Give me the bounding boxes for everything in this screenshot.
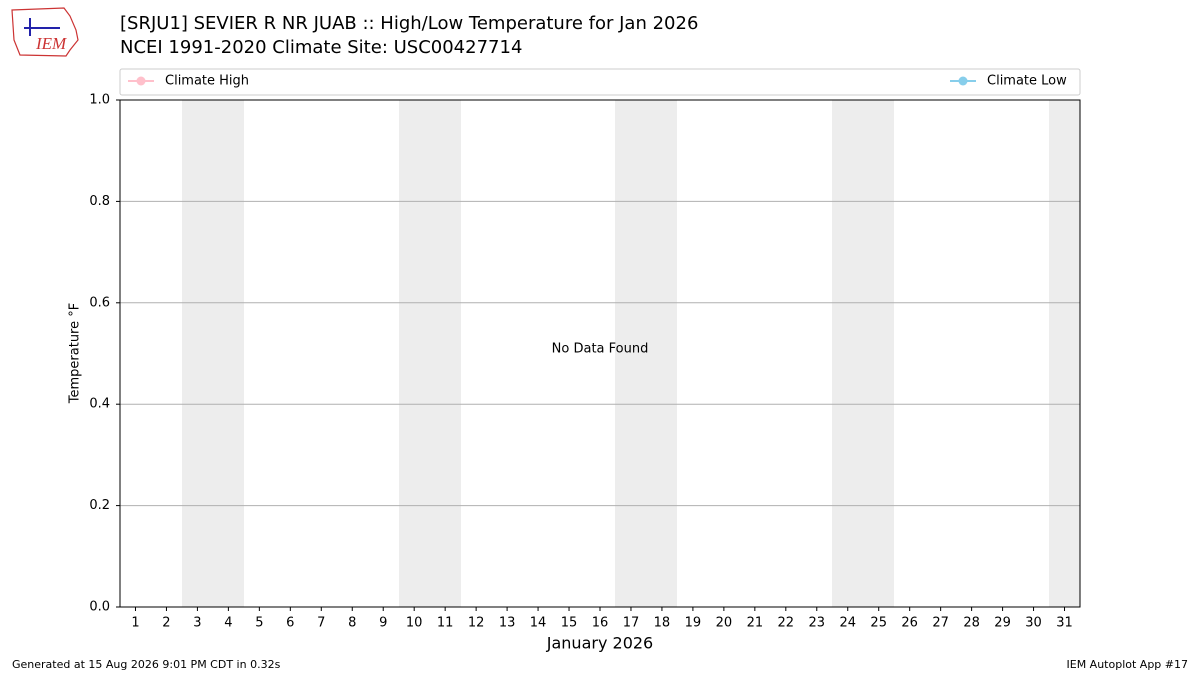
y-tick-label: 0.8 (89, 194, 110, 209)
x-tick-label: 2 (162, 616, 170, 631)
y-tick-label: 0.0 (89, 600, 110, 615)
x-tick-label: 13 (499, 616, 516, 631)
x-tick-label: 4 (224, 616, 232, 631)
x-tick-label: 30 (1025, 616, 1042, 631)
annotation: No Data Found (552, 342, 649, 357)
legend-marker (958, 76, 968, 86)
y-tick-label: 0.6 (89, 295, 110, 310)
x-tick-label: 12 (468, 616, 485, 631)
legend (119, 68, 1081, 96)
y-tick-label: 1.0 (89, 93, 110, 108)
x-tick-label: 28 (963, 616, 980, 631)
y-tick-label: 0.4 (89, 397, 110, 412)
x-tick-label: 5 (255, 616, 263, 631)
legend-marker (136, 76, 146, 86)
footer-right: IEM Autoplot App #17 (1067, 658, 1189, 671)
logo-text: IEM (35, 34, 67, 53)
x-tick-label: 6 (286, 616, 294, 631)
x-tick-label: 15 (561, 616, 578, 631)
x-tick-label: 25 (870, 616, 887, 631)
x-tick-label: 23 (809, 616, 826, 631)
chart-title: [SRJU1] SEVIER R NR JUAB :: High/Low Tem… (120, 13, 698, 34)
x-tick-label: 31 (1056, 616, 1073, 631)
x-tick-label: 19 (685, 616, 702, 631)
x-tick-label: 26 (901, 616, 918, 631)
x-tick-label: 21 (747, 616, 764, 631)
x-tick-label: 29 (994, 616, 1011, 631)
x-tick-label: 3 (193, 616, 201, 631)
x-tick-label: 1 (131, 616, 139, 631)
x-tick-label: 11 (437, 616, 454, 631)
x-axis-label: January 2026 (546, 634, 653, 653)
legend-label: Climate Low (987, 74, 1067, 89)
legend-label: Climate High (165, 74, 249, 89)
x-tick-label: 20 (716, 616, 733, 631)
x-tick-label: 14 (530, 616, 547, 631)
y-tick-label: 0.2 (89, 498, 110, 513)
x-tick-label: 18 (654, 616, 671, 631)
chart-subtitle: NCEI 1991-2020 Climate Site: USC00427714 (120, 37, 522, 58)
y-axis-label: Temperature °F (68, 303, 83, 404)
x-tick-label: 24 (839, 616, 856, 631)
x-tick-label: 8 (348, 616, 356, 631)
x-tick-label: 22 (778, 616, 795, 631)
plot-frame (119, 99, 1081, 608)
x-tick-label: 9 (379, 616, 387, 631)
logo: IEM (11, 7, 79, 57)
weekend-bands (182, 100, 1080, 607)
x-tick-label: 16 (592, 616, 609, 631)
x-tick-label: 17 (623, 616, 640, 631)
x-tick-label: 27 (932, 616, 949, 631)
footer-left: Generated at 15 Aug 2026 9:01 PM CDT in … (12, 658, 281, 671)
x-tick-label: 7 (317, 616, 325, 631)
x-tick-label: 10 (406, 616, 423, 631)
